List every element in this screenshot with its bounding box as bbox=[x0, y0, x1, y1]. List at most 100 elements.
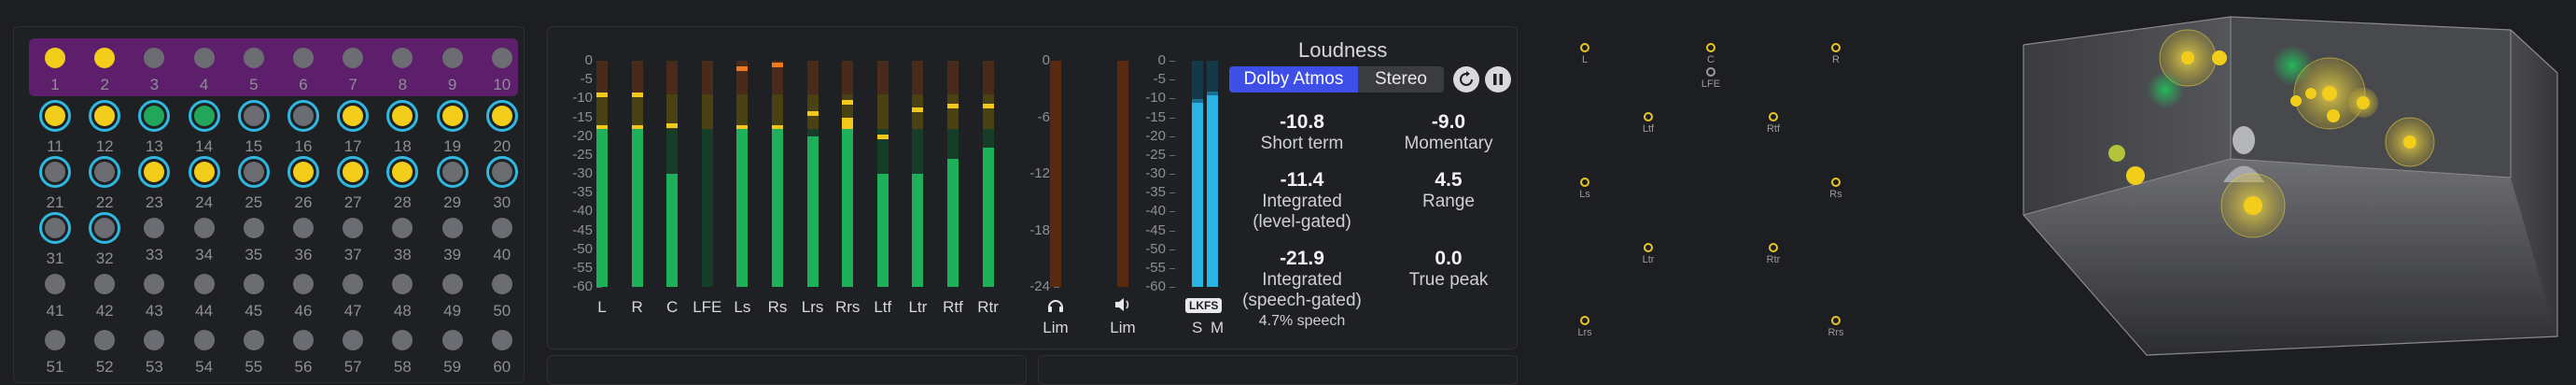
object-23[interactable]: 23 bbox=[130, 154, 178, 212]
object-11[interactable]: 11 bbox=[31, 98, 79, 156]
lkfs-scale-tick: -35 bbox=[1127, 184, 1175, 200]
object-number: 48 bbox=[393, 302, 412, 320]
object-7[interactable]: 7 bbox=[329, 40, 377, 98]
object-33[interactable]: 33 bbox=[130, 210, 178, 268]
limiter-scale-tick: 0 bbox=[1011, 52, 1059, 68]
object-number: 30 bbox=[493, 193, 511, 211]
true-peak-label: True peak bbox=[1408, 270, 1489, 290]
object-41[interactable]: 41 bbox=[31, 266, 79, 324]
channel-meter-lrs bbox=[806, 61, 819, 287]
channel-scale-tick: -25 bbox=[553, 147, 602, 163]
speaker-ltr-label: Ltr bbox=[1642, 254, 1655, 265]
object-49[interactable]: 49 bbox=[428, 266, 477, 324]
object-12[interactable]: 12 bbox=[80, 98, 129, 156]
object-3[interactable]: 3 bbox=[130, 40, 178, 98]
object-21[interactable]: 21 bbox=[31, 154, 79, 212]
object-34[interactable]: 34 bbox=[180, 210, 229, 268]
object-43[interactable]: 43 bbox=[130, 266, 178, 324]
object-47[interactable]: 47 bbox=[329, 266, 377, 324]
object-4[interactable]: 4 bbox=[180, 40, 229, 98]
object-51[interactable]: 51 bbox=[31, 322, 79, 380]
object-31[interactable]: 31 bbox=[31, 210, 79, 268]
object-indicator bbox=[287, 156, 319, 188]
object-27[interactable]: 27 bbox=[329, 154, 377, 212]
object-42[interactable]: 42 bbox=[80, 266, 129, 324]
object-54[interactable]: 54 bbox=[180, 322, 229, 380]
object-indicator bbox=[144, 274, 165, 294]
object-5[interactable]: 5 bbox=[230, 40, 278, 98]
speaker-icon[interactable] bbox=[1113, 296, 1132, 313]
object-32[interactable]: 32 bbox=[80, 210, 129, 268]
channel-meter-rtr bbox=[982, 61, 994, 287]
object-46[interactable]: 46 bbox=[279, 266, 328, 324]
headphones-icon[interactable] bbox=[1046, 296, 1065, 313]
object-50[interactable]: 50 bbox=[478, 266, 526, 324]
range-value: 4.5 bbox=[1435, 169, 1463, 191]
object-53[interactable]: 53 bbox=[130, 322, 178, 380]
object-number: 36 bbox=[294, 246, 313, 264]
object-14[interactable]: 14 bbox=[180, 98, 229, 156]
object-22[interactable]: 22 bbox=[80, 154, 129, 212]
object-number: 17 bbox=[343, 137, 362, 155]
bed-row-highlight bbox=[29, 38, 518, 96]
object-9[interactable]: 9 bbox=[428, 40, 477, 98]
object-1[interactable]: 1 bbox=[31, 40, 79, 98]
object-19[interactable]: 19 bbox=[428, 98, 477, 156]
object-26[interactable]: 26 bbox=[279, 154, 328, 212]
object-indicator bbox=[237, 156, 270, 188]
object-number: 6 bbox=[299, 76, 308, 93]
object-indicator bbox=[94, 48, 116, 68]
object-40[interactable]: 40 bbox=[478, 210, 526, 268]
object-6[interactable]: 6 bbox=[279, 40, 328, 98]
object-indicator bbox=[39, 212, 71, 244]
object-number: 8 bbox=[398, 76, 408, 93]
room-3d-view[interactable] bbox=[2007, 0, 2576, 374]
object-38[interactable]: 38 bbox=[378, 210, 427, 268]
dolby-atmos-button[interactable]: Dolby Atmos bbox=[1229, 66, 1358, 93]
object-10[interactable]: 10 bbox=[478, 40, 526, 98]
object-18[interactable]: 18 bbox=[378, 98, 427, 156]
limiter-meter-1 bbox=[1050, 61, 1061, 287]
object-indicator bbox=[243, 48, 264, 68]
object-39[interactable]: 39 bbox=[428, 210, 477, 268]
bottom-panel-right bbox=[1038, 355, 1518, 385]
object-58[interactable]: 58 bbox=[378, 322, 427, 380]
integrated-level-sublabel: (level-gated) bbox=[1253, 212, 1351, 232]
object-20[interactable]: 20 bbox=[478, 98, 526, 156]
pause-button[interactable] bbox=[1485, 66, 1511, 93]
object-57[interactable]: 57 bbox=[329, 322, 377, 380]
object-48[interactable]: 48 bbox=[378, 266, 427, 324]
object-number: 34 bbox=[195, 246, 214, 264]
object-8[interactable]: 8 bbox=[378, 40, 427, 98]
object-indicator bbox=[293, 330, 314, 350]
object-55[interactable]: 55 bbox=[230, 322, 278, 380]
integrated-speech-value: -21.9 bbox=[1280, 248, 1324, 269]
object-15[interactable]: 15 bbox=[230, 98, 278, 156]
object-36[interactable]: 36 bbox=[279, 210, 328, 268]
object-indicator bbox=[193, 218, 215, 238]
object-25[interactable]: 25 bbox=[230, 154, 278, 212]
object-24[interactable]: 24 bbox=[180, 154, 229, 212]
object-number: 4 bbox=[199, 76, 209, 93]
object-28[interactable]: 28 bbox=[378, 154, 427, 212]
object-2[interactable]: 2 bbox=[80, 40, 129, 98]
object-45[interactable]: 45 bbox=[230, 266, 278, 324]
object-17[interactable]: 17 bbox=[329, 98, 377, 156]
object-59[interactable]: 59 bbox=[428, 322, 477, 380]
object-60[interactable]: 60 bbox=[478, 322, 526, 380]
object-56[interactable]: 56 bbox=[279, 322, 328, 380]
object-number: 41 bbox=[46, 302, 64, 320]
object-44[interactable]: 44 bbox=[180, 266, 229, 324]
object-30[interactable]: 30 bbox=[478, 154, 526, 212]
object-number: 43 bbox=[145, 302, 163, 320]
object-29[interactable]: 29 bbox=[428, 154, 477, 212]
object-16[interactable]: 16 bbox=[279, 98, 328, 156]
object-13[interactable]: 13 bbox=[130, 98, 178, 156]
speaker-rs-label: Rs bbox=[1829, 189, 1842, 200]
object-52[interactable]: 52 bbox=[80, 322, 129, 380]
object-37[interactable]: 37 bbox=[329, 210, 377, 268]
reset-button[interactable] bbox=[1453, 66, 1479, 93]
object-35[interactable]: 35 bbox=[230, 210, 278, 268]
stereo-button[interactable]: Stereo bbox=[1358, 66, 1444, 93]
limiter-scale-tick: -24 bbox=[1011, 278, 1059, 294]
